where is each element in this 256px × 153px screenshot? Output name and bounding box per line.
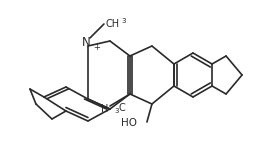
Text: 3: 3: [121, 18, 125, 24]
Text: C: C: [119, 103, 126, 113]
Text: +: +: [93, 43, 100, 52]
Text: CH: CH: [106, 19, 120, 29]
Text: H: H: [101, 104, 108, 114]
Text: 3: 3: [114, 108, 119, 114]
Text: HO: HO: [121, 118, 137, 128]
Text: N: N: [82, 35, 90, 49]
